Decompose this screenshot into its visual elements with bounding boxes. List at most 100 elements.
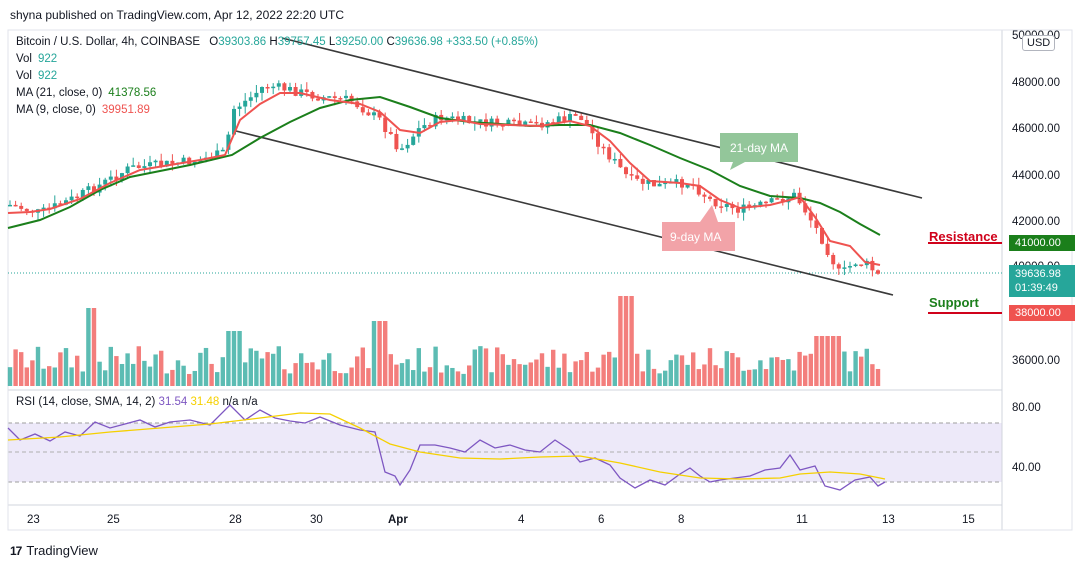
candle-body	[736, 208, 740, 213]
symbol-title[interactable]: Bitcoin / U.S. Dollar, 4h, COINBASE	[16, 36, 201, 48]
volume-bar	[80, 371, 85, 386]
candle-body	[579, 115, 584, 120]
candle-body	[562, 116, 567, 122]
volume-bar	[674, 354, 679, 386]
volume-bar	[198, 352, 203, 386]
volume-bar	[265, 352, 270, 386]
volume-bar	[254, 350, 259, 386]
candle-body	[747, 204, 752, 208]
rsi-line	[7, 404, 886, 491]
vol-row-2[interactable]: Vol 922	[16, 68, 538, 85]
candle-body	[282, 83, 287, 91]
candle-body	[108, 176, 113, 180]
resistance-price-pill: 41000.00	[1009, 235, 1075, 251]
volume-bar	[651, 368, 657, 386]
volume-bar	[523, 364, 528, 386]
ma21-row[interactable]: MA (21, close, 0) 41378.56	[16, 85, 538, 102]
volume-bar	[383, 321, 388, 386]
candle-body	[685, 184, 690, 188]
candle-body	[411, 136, 416, 145]
volume-bar	[327, 353, 332, 386]
candle-body	[769, 198, 774, 203]
tradingview-logo-icon: 17	[10, 543, 22, 558]
candle-body	[248, 97, 253, 101]
ma9-row[interactable]: MA (9, close, 0) 39951.89	[16, 102, 538, 119]
candle-body	[758, 201, 763, 206]
candle-body	[814, 220, 819, 228]
current-price-value: 39636.98	[1015, 268, 1061, 280]
candle-body	[842, 267, 847, 269]
candle-body	[271, 86, 276, 89]
ma9-line	[7, 92, 881, 266]
candle-body	[58, 203, 63, 205]
volume-bar	[539, 353, 545, 386]
vol-row-1[interactable]: Vol 922	[16, 51, 538, 68]
volume-bar	[444, 365, 449, 386]
candle-body	[640, 178, 645, 184]
ma21-value: 41378.56	[108, 87, 157, 99]
candle-body	[523, 121, 528, 126]
brand-name: TradingView	[26, 543, 98, 558]
candle-body	[534, 121, 539, 124]
volume-bar	[377, 321, 382, 386]
volume-bar	[808, 353, 813, 386]
candle-body	[293, 87, 298, 96]
volume-bar	[164, 373, 169, 386]
volume-bar	[691, 352, 696, 386]
ma9-label: MA (9, close, 0)	[16, 104, 96, 116]
volume-bar	[181, 365, 186, 386]
candle-body	[254, 92, 259, 98]
volume-bar	[170, 369, 175, 386]
volume-bar	[758, 360, 763, 386]
time-tick: Apr	[388, 514, 408, 526]
volume-bar	[719, 368, 724, 386]
candle-body	[467, 115, 472, 124]
volume-bar	[355, 356, 360, 386]
candle-body	[803, 203, 808, 213]
volume-bar	[646, 349, 651, 386]
rsi-tick: 80.00	[1012, 402, 1041, 414]
currency-button[interactable]: USD	[1022, 35, 1056, 51]
volume-bar	[30, 360, 35, 386]
candle-body	[433, 114, 438, 127]
time-tick: 4	[518, 514, 525, 526]
volume-bar	[304, 362, 309, 386]
volume-bar	[321, 359, 326, 386]
volume-bar	[450, 367, 455, 386]
ma9-callout-label: 9-day MA	[670, 230, 721, 244]
vol-value: 922	[38, 53, 58, 65]
footer-brand[interactable]: 17 TradingView	[10, 543, 98, 558]
candle-body	[652, 180, 656, 187]
volume-bar	[875, 368, 881, 386]
rsi-sma-line	[7, 412, 886, 480]
candle-body	[237, 106, 242, 109]
candle-body	[859, 264, 864, 266]
candle-body	[131, 165, 136, 167]
volume-bar	[343, 373, 349, 386]
volume-bar	[534, 359, 539, 386]
candle-body	[601, 146, 606, 149]
candle-body	[422, 125, 427, 129]
candle-body	[646, 180, 651, 184]
ma9-callout: 9-day MA	[662, 205, 735, 251]
volume-bar	[299, 353, 304, 386]
candle-body	[288, 87, 292, 91]
ma21-label: MA (21, close, 0)	[16, 87, 103, 99]
volume-bar	[657, 373, 662, 386]
volume-bar	[226, 331, 231, 386]
channel-upper-line[interactable]	[281, 37, 923, 199]
candle-body	[478, 119, 483, 122]
volume-bar	[47, 366, 52, 386]
ma21-callout-label: 21-day MA	[730, 141, 788, 155]
channel-lower-line[interactable]	[235, 130, 894, 296]
candle-body	[13, 204, 18, 207]
candle-body	[590, 125, 595, 134]
volume-bar	[63, 348, 69, 386]
volume-bar	[545, 366, 550, 386]
candle-body	[103, 179, 108, 185]
rsi-legend[interactable]: RSI (14, close, SMA, 14, 2) 31.54 31.48 …	[16, 396, 258, 408]
candle-body	[366, 112, 371, 116]
volume-bar	[735, 357, 741, 386]
candle-body	[517, 120, 522, 126]
